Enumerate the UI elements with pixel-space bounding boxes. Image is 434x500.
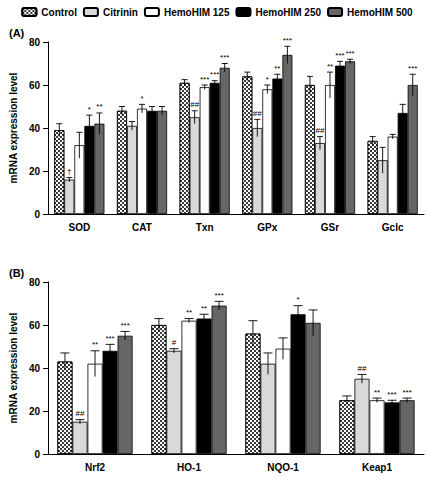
svg-text:†: †	[67, 167, 71, 176]
svg-text:**: **	[374, 388, 380, 397]
svg-text:20: 20	[29, 166, 41, 177]
svg-text:20: 20	[29, 406, 41, 417]
svg-text:0: 0	[34, 449, 40, 460]
svg-text:40: 40	[29, 363, 41, 374]
svg-text:Nrf2: Nrf2	[85, 462, 105, 473]
svg-text:NQO-1: NQO-1	[267, 462, 299, 473]
svg-text:**: **	[96, 102, 102, 111]
svg-text:GPx: GPx	[257, 222, 277, 233]
svg-text:***: ***	[387, 390, 396, 399]
svg-text:80: 80	[29, 277, 41, 288]
svg-text:***: ***	[335, 51, 344, 60]
svg-text:HemoHIM 500: HemoHIM 500	[347, 7, 413, 18]
svg-text:Txn: Txn	[196, 222, 214, 233]
svg-text:**: **	[274, 64, 280, 73]
svg-text:SOD: SOD	[69, 222, 91, 233]
svg-text:***: ***	[402, 388, 411, 397]
svg-text:*: *	[296, 295, 299, 304]
svg-text:mRNA expression level: mRNA expression level	[8, 312, 19, 423]
svg-text:***: ***	[210, 70, 219, 79]
svg-text:mRNA expression level: mRNA expression level	[8, 72, 19, 183]
svg-text:GSr: GSr	[321, 222, 339, 233]
svg-text:#: #	[172, 338, 177, 347]
svg-text:(A): (A)	[9, 27, 25, 39]
svg-text:##: ##	[76, 409, 85, 418]
svg-text:CAT: CAT	[132, 222, 152, 233]
svg-text:***: ***	[105, 334, 114, 343]
svg-text:60: 60	[29, 320, 41, 331]
svg-text:***: ***	[345, 49, 354, 58]
svg-text:**: **	[201, 304, 207, 313]
svg-text:*: *	[88, 105, 91, 114]
svg-text:Gclc: Gclc	[382, 222, 404, 233]
svg-text:Keap1: Keap1	[362, 462, 392, 473]
svg-text:(B): (B)	[9, 267, 25, 279]
svg-text:##: ##	[253, 109, 262, 118]
svg-text:***: ***	[200, 75, 209, 84]
svg-text:80: 80	[29, 37, 41, 48]
svg-text:*: *	[140, 94, 143, 103]
svg-text:HemoHIM 125: HemoHIM 125	[164, 7, 230, 18]
svg-text:Control: Control	[41, 7, 77, 18]
svg-text:***: ***	[220, 53, 229, 62]
svg-text:HemoHIM 250: HemoHIM 250	[255, 7, 321, 18]
svg-text:40: 40	[29, 123, 41, 134]
svg-text:##: ##	[316, 126, 325, 135]
svg-text:**: **	[327, 62, 333, 71]
svg-text:Citrinin: Citrinin	[103, 7, 138, 18]
svg-text:##: ##	[358, 364, 367, 373]
svg-text:*: *	[266, 75, 269, 84]
svg-text:60: 60	[29, 80, 41, 91]
svg-text:**: **	[186, 308, 192, 317]
svg-text:**: **	[92, 340, 98, 349]
svg-text:***: ***	[408, 64, 417, 73]
svg-text:***: ***	[120, 321, 129, 330]
svg-text:##: ##	[190, 100, 199, 109]
svg-text:0: 0	[34, 209, 40, 220]
svg-text:***: ***	[283, 36, 292, 45]
svg-text:***: ***	[214, 291, 223, 300]
svg-text:HO-1: HO-1	[177, 462, 201, 473]
